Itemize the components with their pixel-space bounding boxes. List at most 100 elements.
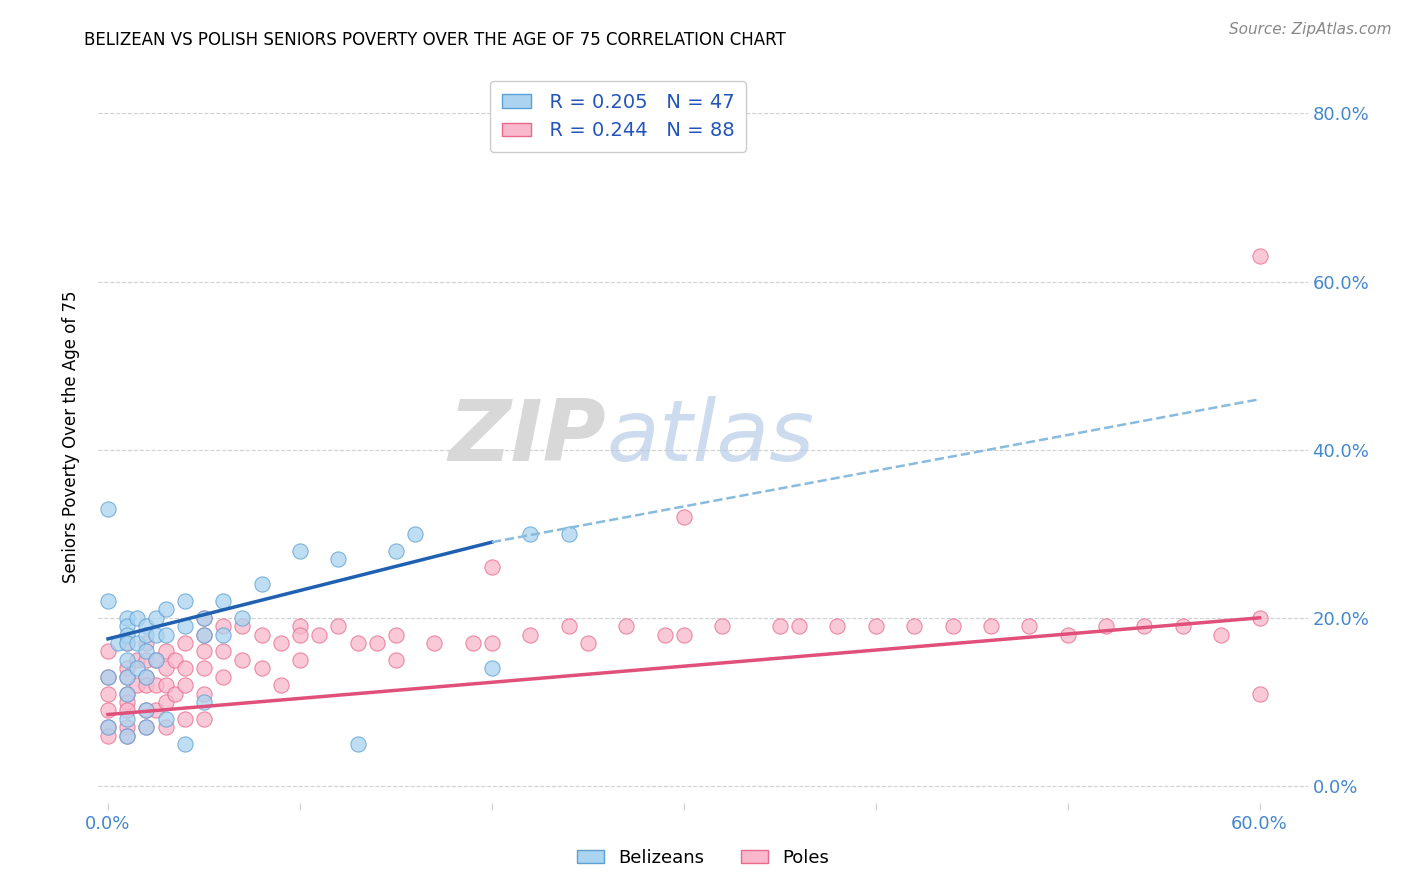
- Point: [193, 627, 215, 641]
- Point: [1249, 686, 1271, 700]
- Text: ZIP: ZIP: [449, 395, 606, 479]
- Point: [145, 653, 167, 667]
- Point: [135, 636, 157, 650]
- Point: [115, 686, 138, 700]
- Point: [135, 670, 157, 684]
- Point: [165, 653, 187, 667]
- Point: [115, 720, 138, 734]
- Point: [212, 594, 235, 608]
- Point: [173, 619, 195, 633]
- Point: [865, 619, 887, 633]
- Point: [288, 627, 311, 641]
- Point: [115, 670, 138, 684]
- Point: [481, 661, 503, 675]
- Point: [135, 720, 157, 734]
- Point: [711, 619, 734, 633]
- Point: [1171, 619, 1194, 633]
- Point: [250, 661, 273, 675]
- Point: [193, 611, 215, 625]
- Point: [125, 636, 148, 650]
- Point: [135, 619, 157, 633]
- Point: [346, 636, 368, 650]
- Point: [115, 703, 138, 717]
- Point: [115, 729, 138, 743]
- Point: [115, 729, 138, 743]
- Point: [941, 619, 963, 633]
- Point: [481, 560, 503, 574]
- Point: [125, 611, 148, 625]
- Point: [173, 737, 195, 751]
- Point: [173, 661, 195, 675]
- Point: [212, 619, 235, 633]
- Point: [115, 653, 138, 667]
- Point: [135, 678, 157, 692]
- Point: [212, 627, 235, 641]
- Point: [328, 552, 350, 566]
- Point: [145, 703, 167, 717]
- Point: [1056, 627, 1078, 641]
- Point: [97, 644, 120, 658]
- Point: [385, 543, 408, 558]
- Point: [423, 636, 446, 650]
- Point: [1095, 619, 1118, 633]
- Point: [1249, 611, 1271, 625]
- Point: [193, 611, 215, 625]
- Point: [231, 611, 253, 625]
- Point: [145, 611, 167, 625]
- Point: [97, 729, 120, 743]
- Point: [481, 636, 503, 650]
- Point: [193, 695, 215, 709]
- Point: [903, 619, 925, 633]
- Point: [135, 670, 157, 684]
- Point: [404, 526, 426, 541]
- Point: [672, 627, 695, 641]
- Point: [173, 712, 195, 726]
- Point: [155, 627, 177, 641]
- Point: [250, 577, 273, 591]
- Point: [155, 644, 177, 658]
- Point: [212, 644, 235, 658]
- Point: [173, 636, 195, 650]
- Point: [270, 678, 292, 692]
- Point: [173, 678, 195, 692]
- Point: [97, 720, 120, 734]
- Point: [288, 619, 311, 633]
- Point: [155, 602, 177, 616]
- Point: [115, 686, 138, 700]
- Point: [328, 619, 350, 633]
- Point: [231, 653, 253, 667]
- Point: [135, 644, 157, 658]
- Point: [288, 543, 311, 558]
- Point: [135, 720, 157, 734]
- Point: [385, 653, 408, 667]
- Legend:   R = 0.205   N = 47,   R = 0.244   N = 88: R = 0.205 N = 47, R = 0.244 N = 88: [491, 81, 747, 153]
- Point: [1018, 619, 1040, 633]
- Point: [308, 627, 330, 641]
- Point: [115, 712, 138, 726]
- Point: [125, 653, 148, 667]
- Point: [155, 720, 177, 734]
- Point: [97, 686, 120, 700]
- Point: [115, 636, 138, 650]
- Point: [193, 627, 215, 641]
- Point: [461, 636, 484, 650]
- Point: [193, 712, 215, 726]
- Point: [193, 661, 215, 675]
- Point: [155, 695, 177, 709]
- Text: atlas: atlas: [606, 395, 814, 479]
- Point: [173, 594, 195, 608]
- Point: [385, 627, 408, 641]
- Point: [115, 661, 138, 675]
- Point: [165, 686, 187, 700]
- Point: [97, 703, 120, 717]
- Point: [557, 619, 579, 633]
- Point: [145, 653, 167, 667]
- Point: [787, 619, 810, 633]
- Point: [115, 670, 138, 684]
- Point: [145, 678, 167, 692]
- Point: [155, 661, 177, 675]
- Text: BELIZEAN VS POLISH SENIORS POVERTY OVER THE AGE OF 75 CORRELATION CHART: BELIZEAN VS POLISH SENIORS POVERTY OVER …: [84, 31, 786, 49]
- Point: [769, 619, 792, 633]
- Point: [97, 501, 120, 516]
- Point: [115, 695, 138, 709]
